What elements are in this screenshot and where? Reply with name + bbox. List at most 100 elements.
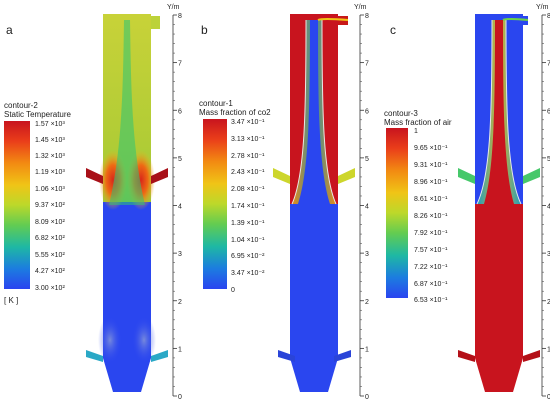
y-scale-a: Y/m 8 7 6 5 4 3 2 1 0 (167, 4, 182, 401)
panel-letter: b (201, 23, 208, 37)
legend-title-line-1: contour-1 (199, 99, 233, 108)
inlet-left-lower (278, 350, 295, 362)
colorbar-label: 3.13 ×10⁻¹ (231, 136, 265, 143)
reactor-a (86, 14, 168, 392)
colorbar-label: 1.57 ×10³ (35, 121, 65, 128)
colorbar-label: 2.08 ×10⁻¹ (231, 186, 265, 193)
colorbar-label: 3.47 ×10⁻² (231, 270, 265, 277)
y-scale-tick-label: 1 (365, 346, 369, 353)
outlet-stream (317, 18, 349, 21)
colorbar-label: 3.00 ×10² (35, 285, 65, 292)
flame-core (298, 20, 330, 204)
y-scale-tick-label: 6 (365, 108, 369, 115)
y-scale-tick-label: 7 (547, 61, 550, 68)
y-scale-c: Y/m 8 7 6 5 4 3 2 1 0 (536, 4, 550, 401)
inlet-right-lower (334, 350, 351, 362)
inlet-left-upper (273, 168, 290, 184)
panel-b: b contour-1 Mass fraction of co2 3.47 ×1… (199, 14, 355, 392)
cool-zone-left (98, 316, 122, 364)
colorbar-label: 1.39 ×10⁻¹ (231, 220, 265, 227)
y-scale-tick-label: 3 (547, 251, 550, 258)
colorbar-label: 1.74 ×10⁻¹ (231, 203, 265, 210)
colorbar-label: 2.78 ×10⁻¹ (231, 153, 265, 160)
y-scale-tick-label: 8 (547, 13, 550, 20)
y-scales: Y/m 8 7 6 5 4 3 2 1 0 Y/m 8 7 6 5 4 3 2 1 0 Y/m 8 7 6 5 4 3 2 1 0 (167, 4, 550, 401)
inlet-right-upper (523, 168, 540, 184)
y-scale-unit: Y/m (167, 4, 180, 11)
y-scale-tick-label: 5 (547, 156, 550, 163)
colorbar-label: 6.82 ×10² (35, 235, 65, 242)
inlet-left-lower (458, 350, 475, 362)
y-scale-tick-label: 3 (178, 251, 182, 258)
colorbar-label: 8.09 ×10² (35, 219, 65, 226)
y-scale-tick-label: 8 (365, 13, 369, 20)
colorbar-label: 8.96 ×10⁻¹ (414, 179, 448, 186)
colorbar-labels: 3.47 ×10⁻¹ 3.13 ×10⁻¹ 2.78 ×10⁻¹ 2.43 ×1… (231, 119, 265, 294)
inlet-left-upper (458, 168, 475, 184)
colorbar-label: 1.19 ×10³ (35, 169, 65, 176)
riser-lower (290, 204, 338, 392)
panel-letter: a (6, 23, 13, 37)
y-scale-tick-label: 5 (178, 156, 182, 163)
cool-zone-right (132, 316, 156, 364)
colorbar-label: 3.47 ×10⁻¹ (231, 119, 265, 126)
central-jet (109, 20, 145, 205)
y-scale-tick-label: 6 (547, 108, 550, 115)
colorbar-label: 4.27 ×10² (35, 268, 65, 275)
flame-edge-right (321, 19, 337, 205)
air-core (484, 20, 514, 204)
y-scale-b: Y/m 8 7 6 5 4 3 2 1 0 (354, 4, 369, 401)
y-scale-tick-label: 0 (547, 394, 550, 401)
y-scale-tick-label: 0 (365, 394, 369, 401)
legend-title-line-2: Mass fraction of co2 (199, 108, 271, 117)
reactor-c (458, 14, 540, 392)
inlet-left-lower (86, 350, 103, 362)
y-scale-tick-label: 1 (178, 346, 182, 353)
colorbar-label: 2.43 ×10⁻¹ (231, 169, 265, 176)
panel-c: c contour-3 Mass fraction of air 1 9.65 … (384, 14, 540, 392)
colorbar-label: 7.57 ×10⁻¹ (414, 247, 448, 254)
legend-title-line-2: Mass fraction of air (384, 118, 452, 127)
y-scale-tick-label: 6 (178, 108, 182, 115)
inlet-left-upper (86, 168, 103, 184)
y-scale-tick-label: 4 (178, 204, 182, 211)
legend-title-line-1: contour-2 (4, 101, 38, 110)
colorbar-label: 1.04 ×10⁻¹ (231, 237, 265, 244)
legend-title-line-2: Static Temperature (4, 110, 72, 119)
colorbar-label: 9.65 ×10⁻¹ (414, 145, 448, 152)
colorbar-labels: 1.57 ×10³ 1.45 ×10³ 1.32 ×10³ 1.19 ×10³ … (35, 121, 65, 292)
flame-edge-left (291, 19, 307, 205)
colorbar-label: 8.26 ×10⁻¹ (414, 213, 448, 220)
colorbar-labels: 1 9.65 ×10⁻¹ 9.31 ×10⁻¹ 8.96 ×10⁻¹ 8.61 … (414, 128, 448, 304)
colorbar-label: 5.55 ×10² (35, 252, 65, 259)
inlet-right-lower (151, 350, 168, 362)
colorbar-label: 1.06 ×10³ (35, 186, 65, 193)
colorbar (203, 119, 227, 289)
colorbar-label: 9.37 ×10² (35, 202, 65, 209)
y-scale-unit: Y/m (536, 4, 549, 11)
colorbar-label: 7.92 ×10⁻¹ (414, 230, 448, 237)
colorbar-label: 0 (231, 287, 235, 294)
colorbar-label: 1.32 ×10³ (35, 153, 65, 160)
y-scale-tick-label: 8 (178, 13, 182, 20)
panel-letter: c (390, 23, 396, 37)
riser-lower (475, 204, 523, 392)
colorbar (386, 128, 408, 298)
y-scale-tick-label: 2 (365, 299, 369, 306)
colorbar-label: 6.53 ×10⁻¹ (414, 297, 448, 304)
colorbar-label: 7.22 ×10⁻¹ (414, 264, 448, 271)
plume-edge-left (476, 19, 493, 205)
y-scale-tick-label: 7 (365, 61, 369, 68)
y-scale-tick-label: 0 (178, 394, 182, 401)
colorbar-label: 6.87 ×10⁻¹ (414, 281, 448, 288)
inlet-right-lower (523, 350, 540, 362)
colorbar-label: 1.45 ×10³ (35, 137, 65, 144)
colorbar-label: 6.95 ×10⁻² (231, 253, 265, 260)
y-scale-tick-label: 2 (547, 299, 550, 306)
legend-unit: [ K ] (4, 296, 18, 305)
y-scale-tick-label: 4 (365, 204, 369, 211)
plume-edge-right (505, 19, 522, 205)
colorbar-label: 1 (414, 128, 418, 135)
legend-title-line-1: contour-3 (384, 109, 418, 118)
